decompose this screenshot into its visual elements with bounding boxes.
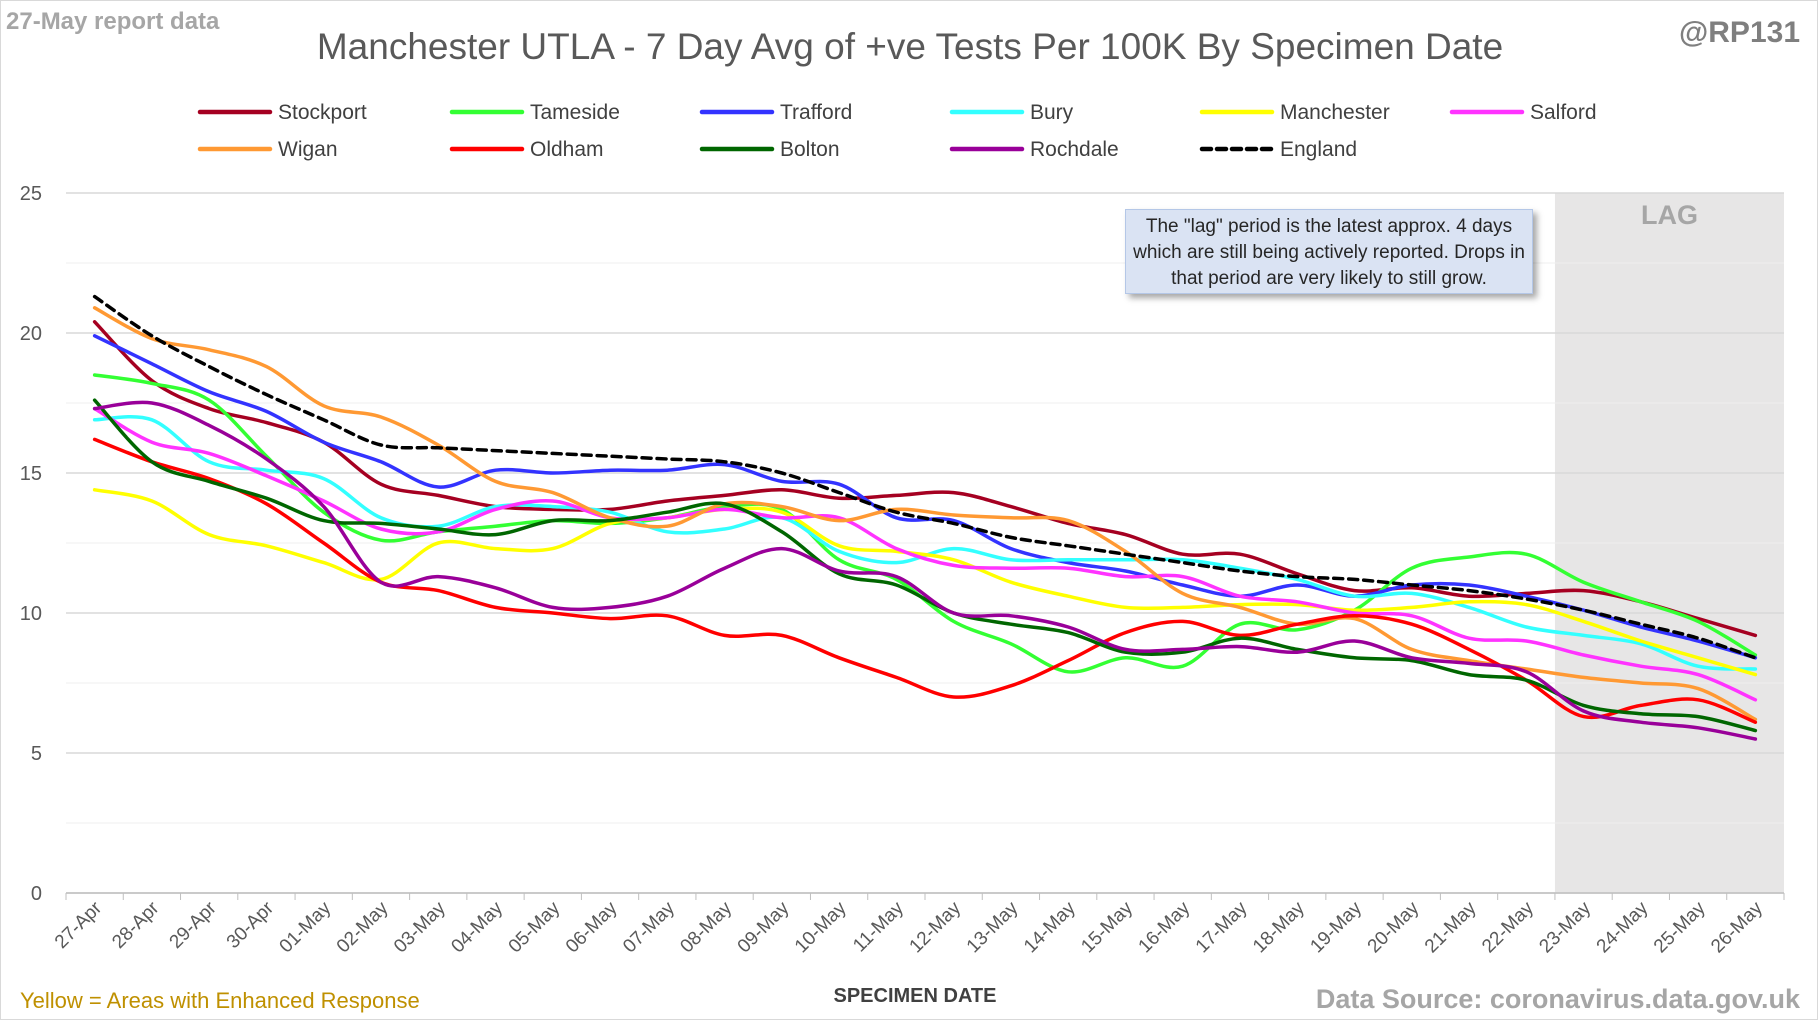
lag-note: The "lag" period is the latest approx. 4… [1125, 209, 1533, 294]
x-tick-label: 03-May [390, 897, 450, 957]
x-tick-label: 23-May [1535, 897, 1595, 957]
legend-label-manchester: Manchester [1280, 101, 1390, 124]
lag-label: LAG [1641, 200, 1698, 230]
series-line-bolton [92, 398, 1758, 733]
x-tick-label: 17-May [1192, 897, 1252, 957]
x-tick-label: 28-Apr [108, 897, 164, 953]
legend-label-bolton: Bolton [780, 138, 840, 161]
x-tick-label: 01-May [276, 897, 336, 957]
x-tick-label: 16-May [1135, 897, 1195, 957]
series-line-trafford [92, 334, 1758, 660]
legend-label-wigan: Wigan [278, 138, 338, 161]
legend: Stockport Tameside Trafford Bury Manchester S… [197, 101, 1597, 161]
x-tick-label: 14-May [1020, 897, 1080, 957]
x-tick-label: 29-Apr [166, 897, 222, 953]
x-tick-label: 02-May [333, 897, 393, 957]
x-tick-label: 07-May [619, 897, 679, 957]
legend-label-trafford: Trafford [780, 101, 852, 124]
x-tick-label: 19-May [1306, 897, 1366, 957]
series-line-england [92, 294, 1758, 660]
x-axis-label: SPECIMEN DATE [834, 985, 997, 1007]
x-tick-label: 13-May [963, 897, 1023, 957]
series-line-oldham [92, 437, 1758, 724]
x-tick-label: 09-May [734, 897, 794, 957]
y-tick-label: 25 [20, 183, 42, 205]
x-tick-label: 20-May [1364, 897, 1424, 957]
legend-label-oldham: Oldham [530, 138, 604, 161]
enhanced-response-note: Yellow = Areas with Enhanced Response [20, 988, 420, 1013]
x-tick-label: 27-Apr [51, 897, 107, 953]
x-tick-label: 25-May [1650, 897, 1710, 957]
series-line-stockport [92, 320, 1758, 638]
y-tick-label: 10 [20, 603, 42, 625]
series-line-wigan [92, 306, 1758, 722]
chart-title: Manchester UTLA - 7 Day Avg of +ve Tests… [316, 26, 1504, 67]
series-line-tameside [92, 373, 1758, 674]
y-tick-label: 0 [31, 883, 42, 905]
x-tick-label: 06-May [562, 897, 622, 957]
legend-label-rochdale: Rochdale [1030, 138, 1119, 161]
x-tick-label: 11-May [849, 897, 908, 956]
x-tick-label: 18-May [1249, 897, 1309, 957]
y-tick-label: 5 [31, 743, 42, 765]
legend-label-bury: Bury [1030, 101, 1074, 124]
series-lines [92, 294, 1758, 741]
series-line-rochdale [92, 400, 1758, 741]
x-tick-label: 30-Apr [223, 897, 279, 953]
gridlines [65, 192, 1785, 900]
x-tick-label: 24-May [1593, 897, 1653, 957]
x-tick-label: 21-May [1421, 897, 1481, 957]
author-handle: @RP131 [1679, 16, 1800, 49]
legend-label-stockport: Stockport [278, 101, 367, 124]
x-tick-label: 10-May [791, 897, 851, 957]
x-tick-label: 22-May [1478, 897, 1538, 957]
series-line-bury [92, 414, 1758, 671]
y-tick-label: 20 [20, 323, 42, 345]
y-tick-label: 15 [20, 463, 42, 485]
x-tick-label: 04-May [447, 897, 507, 957]
x-tick-label: 08-May [676, 897, 736, 957]
legend-label-tameside: Tameside [530, 101, 620, 124]
data-source: Data Source: coronavirus.data.gov.uk [1315, 984, 1800, 1014]
y-axis-ticks: 0 5 10 15 20 25 [20, 183, 42, 905]
x-tick-label: 05-May [505, 897, 565, 957]
legend-label-england: England [1280, 138, 1357, 161]
legend-label-salford: Salford [1530, 101, 1597, 124]
x-tick-label: 15-May [1077, 897, 1137, 957]
report-date: 27-May report data [6, 8, 220, 35]
x-axis-ticks: 27-Apr 28-Apr 29-Apr 30-Apr01-May02-May03-M… [51, 897, 1767, 957]
x-tick-label: 26-May [1707, 897, 1767, 957]
x-tick-label: 12-May [906, 897, 966, 957]
